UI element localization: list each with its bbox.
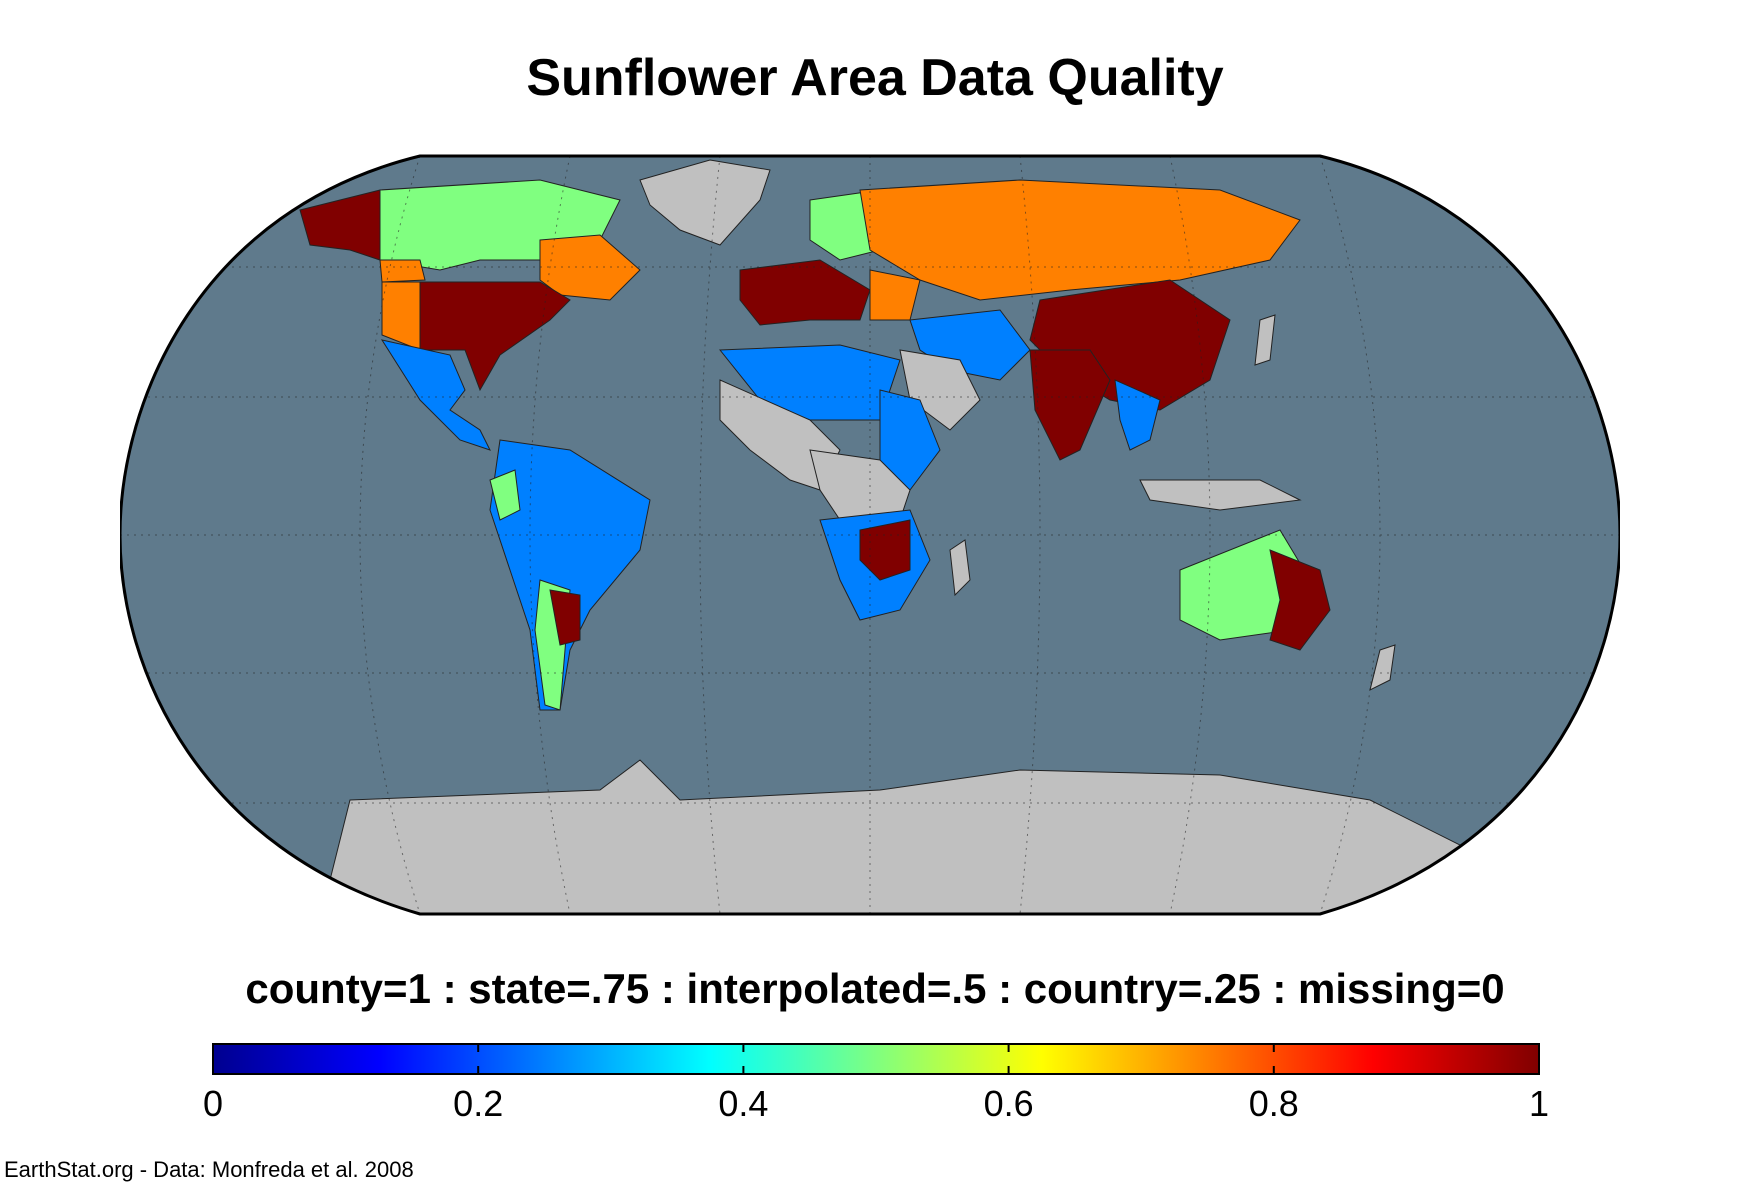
region-europe-west — [739, 259, 871, 326]
region-india — [1029, 349, 1111, 461]
region-mexico — [380, 339, 491, 451]
map-title: Sunflower Area Data Quality — [526, 49, 1224, 107]
colorbar-tick-label: 1 — [1529, 1083, 1549, 1124]
region-alaska — [299, 189, 381, 261]
colorbar-tick-label: 0.4 — [718, 1083, 768, 1124]
legend-title: county=1 : state=.75 : interpolated=.5 :… — [245, 965, 1505, 1012]
region-new-zealand — [1369, 644, 1396, 691]
map-border — [120, 154, 1620, 916]
region-russia — [859, 179, 1301, 301]
colorbar-tick-label: 0.8 — [1249, 1083, 1299, 1124]
colorbar-ticks: 0 0.2 0.4 0.6 0.8 1 — [203, 1044, 1549, 1124]
colorbar-tick-label: 0 — [203, 1083, 223, 1124]
region-africa-east — [879, 389, 941, 491]
colorbar-gradient — [212, 1043, 1540, 1075]
colorbar-tick-label: 0.6 — [984, 1083, 1034, 1124]
region-japan — [1254, 314, 1276, 366]
graticule — [120, 156, 1620, 914]
colorbar: 0 0.2 0.4 0.6 0.8 1 — [203, 1043, 1549, 1124]
colorbar-tick-label: 0.2 — [453, 1083, 503, 1124]
world-map — [120, 154, 1620, 916]
region-greenland — [639, 159, 771, 246]
region-antarctica — [319, 759, 1471, 914]
region-south-america — [489, 439, 651, 711]
region-africa-west — [719, 379, 841, 491]
region-canada-west — [379, 259, 426, 283]
region-colombia — [489, 469, 521, 521]
region-arabia — [899, 349, 981, 431]
region-madagascar — [949, 539, 971, 597]
credit-text: EarthStat.org - Data: Monfreda et al. 20… — [4, 1157, 414, 1182]
region-argentina-pampas — [549, 589, 581, 646]
region-australia-east — [1269, 549, 1331, 651]
region-southeast-asia — [1114, 379, 1161, 451]
region-indonesia — [1139, 479, 1302, 511]
